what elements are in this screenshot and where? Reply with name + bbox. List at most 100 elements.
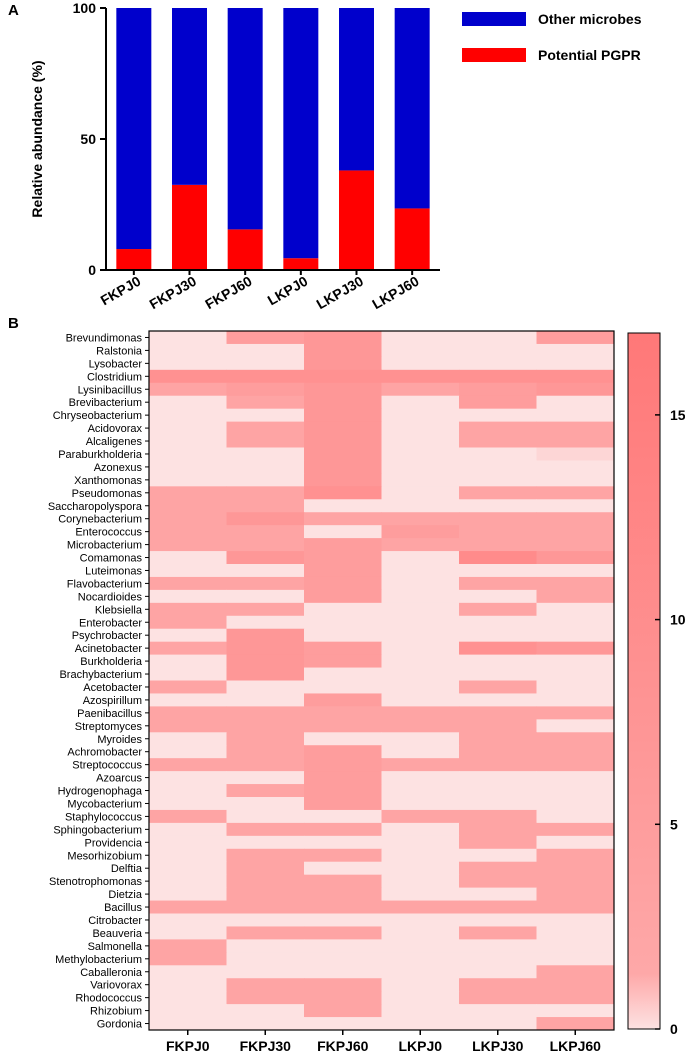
- heatmap-cell: [536, 408, 615, 423]
- col-label: LKPJ30: [472, 1038, 524, 1052]
- heatmap-cell: [536, 874, 615, 889]
- heatmap-cell: [536, 797, 615, 811]
- heatmap-cell: [304, 745, 382, 759]
- heatmap-cell: [459, 952, 537, 966]
- heatmap-cell: [381, 615, 460, 630]
- heatmap-cell: [536, 486, 615, 500]
- heatmap-cell: [536, 861, 615, 876]
- heatmap-cell: [304, 784, 382, 798]
- row-label: Comamonas: [80, 553, 143, 565]
- heatmap-cell: [226, 447, 305, 461]
- heatmap-cell: [381, 913, 460, 927]
- heatmap-cell: [459, 421, 537, 436]
- heatmap-cell: [459, 667, 537, 681]
- heatmap-cell: [381, 991, 460, 1005]
- row-label: Azoarcus: [96, 773, 142, 785]
- x-tick-label: FKPJ30: [147, 273, 200, 313]
- heatmap-cell: [304, 473, 382, 487]
- row-label: Psychrobacter: [72, 630, 143, 642]
- bar-potential-pgpr-lkpj60: [394, 208, 430, 270]
- row-label: Sphingobacterium: [53, 824, 142, 836]
- heatmap-cell: [459, 680, 537, 694]
- heatmap-cell: [536, 887, 615, 902]
- row-label: Beauveria: [92, 928, 142, 940]
- heatmap-cell: [304, 499, 382, 513]
- heatmap-cell: [304, 564, 382, 578]
- heatmap-cell: [536, 356, 615, 371]
- heatmap-cell: [149, 991, 227, 1005]
- heatmap-cell: [536, 952, 615, 966]
- heatmap-cell: [381, 887, 460, 902]
- heatmap-cell: [226, 693, 305, 707]
- heatmap-cell: [304, 576, 382, 591]
- heatmap-cell: [304, 939, 382, 953]
- row-label: Xanthomonas: [74, 475, 142, 487]
- heatmap-cell: [149, 564, 227, 578]
- heatmap-cell: [459, 732, 537, 746]
- heatmap-cell: [459, 473, 537, 487]
- heatmap-cell: [304, 732, 382, 746]
- heatmap-cell: [226, 745, 305, 759]
- heatmap-cell: [226, 434, 305, 448]
- heatmap-cell: [381, 395, 460, 410]
- heatmap-cell: [226, 602, 305, 617]
- heatmap-cell: [226, 771, 305, 785]
- row-label: Brevibacterium: [69, 397, 142, 409]
- row-label: Enterobacter: [79, 617, 142, 629]
- heatmap-cell: [226, 331, 305, 345]
- heatmap-cell: [459, 447, 537, 461]
- row-label: Staphylococcus: [65, 811, 143, 823]
- row-label: Acinetobacter: [75, 643, 143, 655]
- heatmap-cell: [381, 693, 460, 707]
- heatmap-cell: [304, 965, 382, 979]
- row-label: Alcaligenes: [86, 436, 143, 448]
- row-label: Flavobacterium: [67, 578, 142, 590]
- heatmap-cell: [536, 667, 615, 681]
- row-label: Pseudomonas: [72, 488, 143, 500]
- heatmap-cell: [226, 667, 305, 681]
- row-label: Paraburkholderia: [58, 449, 143, 461]
- row-label: Azonexus: [94, 462, 143, 474]
- heatmap-cell: [459, 538, 537, 552]
- heatmap-cell: [459, 771, 537, 785]
- row-label: Nocardioides: [78, 591, 143, 603]
- heatmap-cell: [381, 343, 460, 358]
- heatmap-cell: [459, 693, 537, 707]
- heatmap-cell: [536, 564, 615, 578]
- heatmap-frame: [148, 330, 615, 1031]
- heatmap-cell: [536, 693, 615, 707]
- heatmap-cell: [459, 822, 537, 837]
- heatmap-cell: [536, 771, 615, 785]
- heatmap-cell: [459, 602, 537, 617]
- bar-potential-pgpr-fkpj60: [227, 229, 263, 270]
- heatmap-cell: [536, 551, 615, 565]
- heatmap-cell: [226, 680, 305, 694]
- heatmap-cell: [536, 473, 615, 487]
- heatmap-cell: [149, 952, 227, 966]
- legend-label: Potential PGPR: [538, 47, 641, 63]
- colorbar-tick-label: 15: [670, 407, 685, 423]
- row-label: Saccharopolyspora: [48, 501, 143, 513]
- heatmap-cell: [226, 460, 305, 474]
- heatmap-cell: [536, 900, 615, 914]
- heatmap-cell: [149, 369, 227, 384]
- row-label: Streptococcus: [72, 760, 142, 772]
- heatmap-cell: [226, 395, 305, 410]
- heatmap-cell: [149, 758, 227, 772]
- heatmap-cell: [226, 1017, 305, 1031]
- row-label: Luteimonas: [85, 565, 142, 577]
- heatmap-cell: [536, 680, 615, 694]
- heatmap-cell: [459, 486, 537, 500]
- heatmap-cell: [536, 745, 615, 759]
- row-label: Streptomyces: [75, 721, 143, 733]
- heatmap-cell: [226, 706, 305, 720]
- bar-potential-pgpr-fkpj30: [172, 184, 207, 270]
- y-tick-label: 0: [88, 262, 96, 278]
- heatmap-cell: [149, 706, 227, 720]
- row-label: Achromobacter: [67, 747, 142, 759]
- heatmap-cell: [304, 602, 382, 617]
- heatmap-cell: [459, 926, 537, 940]
- heatmap-cell: [536, 589, 615, 604]
- row-label: Brevundimonas: [66, 332, 143, 344]
- heatmap-cell: [226, 628, 305, 643]
